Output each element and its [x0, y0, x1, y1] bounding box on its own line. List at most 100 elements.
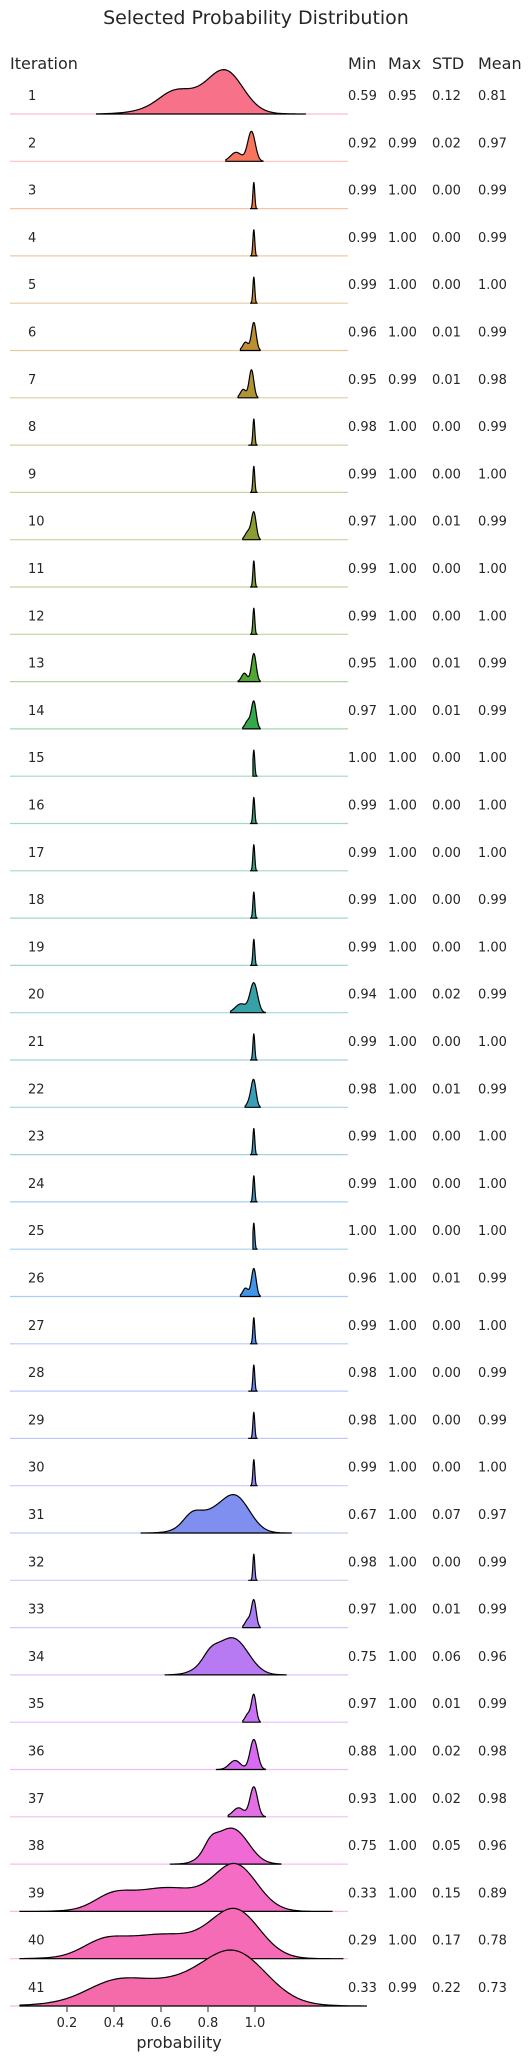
- stat-max-value: 1.00: [388, 1792, 417, 1807]
- stat-min-value: 0.95: [348, 657, 377, 672]
- iteration-label: 14: [28, 704, 45, 719]
- stat-min-value: 0.99: [348, 940, 377, 955]
- stat-min-value: 0.59: [348, 89, 377, 104]
- stat-mean-value: 1.00: [478, 940, 507, 955]
- stat-std-value: 0.00: [432, 1130, 461, 1145]
- stat-max-value: 1.00: [388, 988, 417, 1003]
- density-ridge: [249, 181, 258, 210]
- stat-min-value: 0.98: [348, 1555, 377, 1570]
- stat-mean-value: 1.00: [478, 1177, 507, 1192]
- stat-mean-value: 1.00: [478, 1319, 507, 1334]
- iteration-label: 34: [28, 1650, 45, 1665]
- stat-min-value: 0.97: [348, 515, 377, 530]
- iteration-label: 2: [28, 136, 36, 151]
- stat-max-value: 0.99: [388, 136, 417, 151]
- density-ridge: [249, 844, 258, 872]
- stat-min-value: 0.99: [348, 562, 377, 577]
- stat-mean-value: 0.97: [478, 1508, 507, 1523]
- density-ridge: [164, 1637, 287, 1676]
- stat-std-value: 0.02: [432, 988, 461, 1003]
- x-tick-label: 1.0: [245, 2016, 266, 2031]
- iteration-label: 27: [28, 1319, 45, 1334]
- density-ridge: [249, 276, 258, 304]
- stat-header-max: Max: [388, 54, 421, 73]
- density-ridge: [169, 1827, 282, 1865]
- stat-std-value: 0.00: [432, 1224, 461, 1239]
- stat-max-value: 1.00: [388, 1461, 417, 1476]
- stat-mean-value: 0.81: [478, 89, 507, 104]
- stat-min-value: 0.99: [348, 467, 377, 482]
- stat-std-value: 0.22: [432, 1981, 461, 1996]
- stat-mean-value: 0.99: [478, 1697, 507, 1712]
- stat-std-value: 0.01: [432, 515, 461, 530]
- stat-mean-value: 1.00: [478, 1035, 507, 1050]
- stat-mean-value: 1.00: [478, 799, 507, 814]
- stat-min-value: 1.00: [348, 1224, 377, 1239]
- iteration-label: 15: [28, 751, 45, 766]
- stat-mean-value: 0.99: [478, 893, 507, 908]
- iteration-label: 17: [28, 846, 45, 861]
- stat-mean-value: 0.99: [478, 657, 507, 672]
- density-ridge: [242, 511, 261, 541]
- stat-min-value: 0.97: [348, 1697, 377, 1712]
- stat-mean-value: 0.99: [478, 231, 507, 246]
- density-ridge: [215, 1738, 266, 1771]
- stat-max-value: 1.00: [388, 799, 417, 814]
- stat-max-value: 1.00: [388, 326, 417, 341]
- stat-mean-value: 0.73: [478, 1981, 507, 1996]
- stat-max-value: 1.00: [388, 420, 417, 435]
- stat-max-value: 1.00: [388, 1839, 417, 1854]
- stat-min-value: 0.99: [348, 1461, 377, 1476]
- stat-min-value: 0.96: [348, 326, 377, 341]
- stat-std-value: 0.00: [432, 420, 461, 435]
- stat-mean-value: 0.98: [478, 1745, 507, 1760]
- stat-std-value: 0.00: [432, 1177, 461, 1192]
- stat-mean-value: 0.99: [478, 515, 507, 530]
- density-ridge: [140, 1493, 292, 1534]
- stat-mean-value: 1.00: [478, 609, 507, 624]
- density-ridge: [249, 1127, 258, 1156]
- density-ridge: [248, 418, 258, 446]
- stat-std-value: 0.00: [432, 940, 461, 955]
- stat-std-value: 0.05: [432, 1839, 461, 1854]
- iteration-label: 11: [28, 562, 45, 577]
- iteration-label: 7: [28, 373, 36, 388]
- density-ridge: [227, 1786, 266, 1818]
- x-tick-label: 0.4: [104, 2016, 125, 2031]
- iteration-label: 23: [28, 1130, 45, 1145]
- stat-min-value: 1.00: [348, 751, 377, 766]
- stat-max-value: 0.95: [388, 89, 417, 104]
- stat-min-value: 0.93: [348, 1792, 377, 1807]
- stat-max-value: 1.00: [388, 893, 417, 908]
- stat-max-value: 1.00: [388, 278, 417, 293]
- stat-mean-value: 0.99: [478, 1366, 507, 1381]
- stat-max-value: 1.00: [388, 184, 417, 199]
- stat-min-value: 0.99: [348, 184, 377, 199]
- chart-title: Selected Probability Distribution: [103, 7, 409, 29]
- stat-std-value: 0.01: [432, 373, 461, 388]
- iteration-label: 26: [28, 1272, 45, 1287]
- stat-std-value: 0.06: [432, 1650, 461, 1665]
- stat-min-value: 0.99: [348, 1177, 377, 1192]
- stat-mean-value: 0.78: [478, 1934, 507, 1949]
- stat-max-value: 1.00: [388, 1035, 417, 1050]
- stat-std-value: 0.00: [432, 609, 461, 624]
- density-ridge: [19, 1949, 367, 2007]
- density-ridge: [242, 700, 261, 730]
- stat-mean-value: 1.00: [478, 846, 507, 861]
- stat-mean-value: 0.99: [478, 1082, 507, 1097]
- stat-min-value: 0.95: [348, 373, 377, 388]
- iteration-label: 36: [28, 1745, 45, 1760]
- stat-min-value: 0.94: [348, 988, 377, 1003]
- density-ridge: [249, 1317, 258, 1345]
- stat-mean-value: 0.99: [478, 1555, 507, 1570]
- stat-std-value: 0.00: [432, 799, 461, 814]
- stat-std-value: 0.01: [432, 704, 461, 719]
- x-tick-label: 0.8: [198, 2016, 219, 2031]
- stat-std-value: 0.00: [432, 893, 461, 908]
- stat-std-value: 0.00: [432, 751, 461, 766]
- stat-max-value: 1.00: [388, 562, 417, 577]
- x-tick-label: 0.2: [57, 2016, 78, 2031]
- stat-std-value: 0.00: [432, 184, 461, 199]
- stat-mean-value: 0.96: [478, 1650, 507, 1665]
